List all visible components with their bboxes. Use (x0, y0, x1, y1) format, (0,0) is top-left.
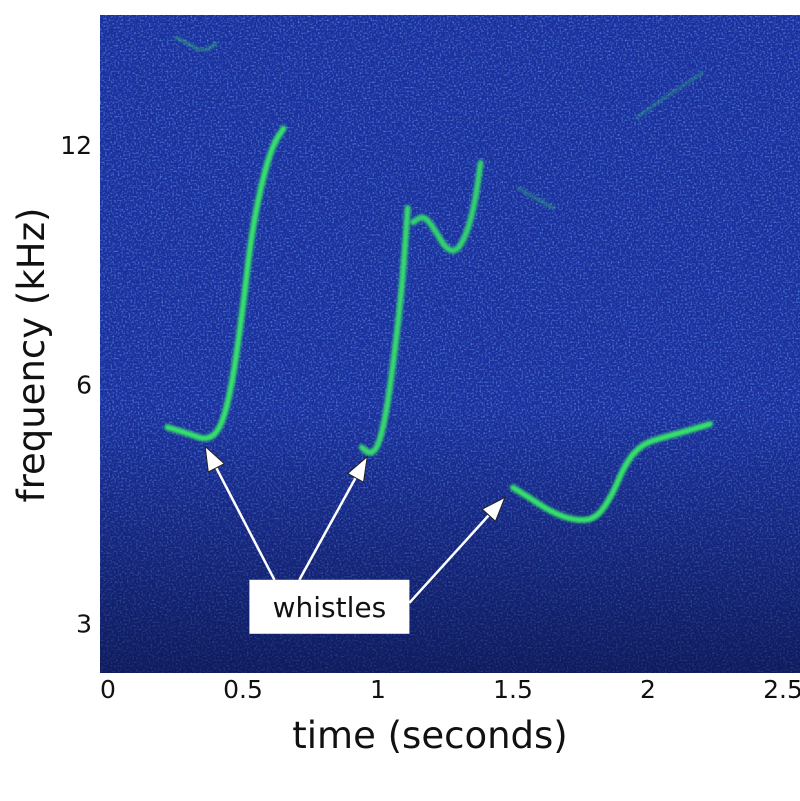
arrow-shaft (298, 477, 357, 581)
whistle-contour (164, 125, 287, 442)
arrow-head (481, 496, 506, 523)
arrow-head (204, 445, 226, 473)
whistle-contour (516, 186, 555, 210)
x-tick-label: 1.5 (493, 675, 533, 704)
whistle-contour (635, 71, 704, 120)
whistle-contour (174, 35, 218, 52)
x-axis-ticks: 0 0.5 1 1.5 2 2.5 (100, 675, 800, 704)
y-tick-label: 12 (60, 131, 92, 160)
x-tick-label: 0 (100, 675, 116, 704)
whistle-contour (358, 205, 411, 456)
x-axis-title: time (seconds) (292, 714, 567, 757)
x-tick-label: 0.5 (223, 675, 263, 704)
whistle-contours (164, 35, 714, 524)
annotation-box (249, 579, 410, 634)
arrow-head (346, 455, 368, 483)
arrow-shaft (215, 467, 276, 581)
low-frequency-fade (100, 15, 800, 673)
whistle-contour (410, 159, 484, 254)
x-tick-label: 2 (640, 675, 656, 704)
plot-area (100, 15, 800, 673)
arrow-shaft (408, 514, 490, 604)
x-tick-label: 1 (370, 675, 386, 704)
whistle-contour (510, 420, 714, 524)
y-axis-title: frequency (kHz) (10, 208, 53, 503)
annotation-label: whistles (273, 591, 387, 624)
x-tick-label: 2.5 (763, 675, 800, 704)
y-tick-label: 3 (76, 610, 92, 639)
y-axis-ticks: 3 6 12 (60, 131, 92, 638)
whistles-annotation: whistles (204, 445, 506, 634)
y-tick-label: 6 (76, 370, 92, 399)
